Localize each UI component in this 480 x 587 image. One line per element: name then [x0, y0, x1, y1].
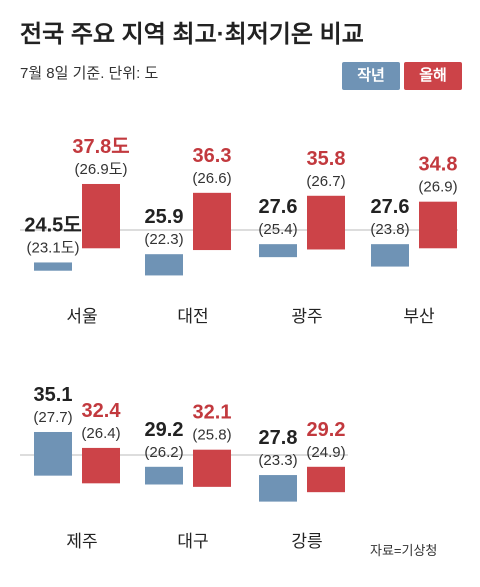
city-3-curr-min-label: (26.7): [306, 173, 345, 190]
city-5-curr-min-label: (26.4): [81, 425, 120, 442]
city-6-prev-max-label: 29.2: [145, 419, 184, 441]
city-4-curr-bar: [419, 201, 457, 249]
city-1-curr-bar: [82, 183, 120, 249]
city-7-name-label: 강릉: [291, 532, 322, 551]
city-1-prev-max-label: 24.5도: [24, 214, 81, 236]
city-6-curr-bar: [193, 449, 231, 487]
city-3-curr-bar: [307, 195, 345, 250]
city-1-prev-min-label: (23.1도): [27, 239, 80, 256]
city-6-prev-bar: [145, 466, 183, 485]
city-4-prev-bar: [371, 244, 409, 267]
legend-prev-year: 작년: [342, 62, 400, 90]
city-4-prev-max-label: 27.6: [371, 196, 410, 218]
city-4-curr-min-label: (26.9): [418, 179, 457, 196]
city-5-curr-max-label: 32.4: [82, 400, 122, 422]
city-3-prev-bar: [259, 244, 297, 258]
city-4-name-label: 부산: [403, 307, 435, 326]
city-5-curr-bar: [82, 447, 120, 484]
city-2-curr-bar: [193, 192, 231, 251]
city-4-curr-max-label: 34.8: [419, 154, 458, 176]
city-2-prev-bar: [145, 254, 183, 276]
chart-subtitle: 7월 8일 기준. 단위: 도: [20, 65, 159, 82]
chart-title: 전국 주요 지역 최고·최저기온 비교: [20, 21, 364, 48]
city-1-name-label: 서울: [66, 307, 97, 326]
city-2-prev-min-label: (22.3): [144, 231, 183, 248]
city-7-prev-min-label: (23.3): [258, 452, 297, 469]
city-3-prev-min-label: (25.4): [258, 221, 297, 238]
city-7-prev-max-label: 27.8: [259, 427, 298, 449]
data-source: 자료=기상청: [370, 543, 438, 558]
city-1-prev-bar: [34, 262, 72, 271]
city-1-curr-min-label: (26.9도): [75, 161, 128, 178]
city-5-prev-min-label: (27.7): [33, 409, 72, 426]
city-6-name-label: 대구: [177, 532, 208, 551]
city-4-prev-min-label: (23.8): [370, 221, 409, 238]
city-7-curr-max-label: 29.2: [307, 419, 346, 441]
city-3-curr-max-label: 35.8: [307, 148, 346, 170]
city-6-curr-min-label: (25.8): [192, 427, 231, 444]
city-6-curr-max-label: 32.1: [193, 402, 232, 424]
city-1-curr-max-label: 37.8도: [72, 136, 129, 158]
city-3-name-label: 광주: [291, 307, 322, 326]
city-6-prev-min-label: (26.2): [144, 444, 183, 461]
city-5-prev-max-label: 35.1: [34, 384, 73, 406]
city-2-curr-max-label: 36.3: [193, 145, 232, 167]
city-3-prev-max-label: 27.6: [259, 196, 298, 218]
city-7-curr-min-label: (24.9): [306, 444, 345, 461]
legend-this-year: 올해: [404, 62, 462, 90]
city-7-prev-bar: [259, 475, 297, 502]
city-2-prev-max-label: 25.9: [145, 206, 184, 228]
city-5-prev-bar: [34, 431, 72, 476]
city-5-name-label: 제주: [66, 532, 97, 551]
city-2-curr-min-label: (26.6): [192, 170, 231, 187]
city-2-name-label: 대전: [177, 307, 208, 326]
city-7-curr-bar: [307, 466, 345, 493]
